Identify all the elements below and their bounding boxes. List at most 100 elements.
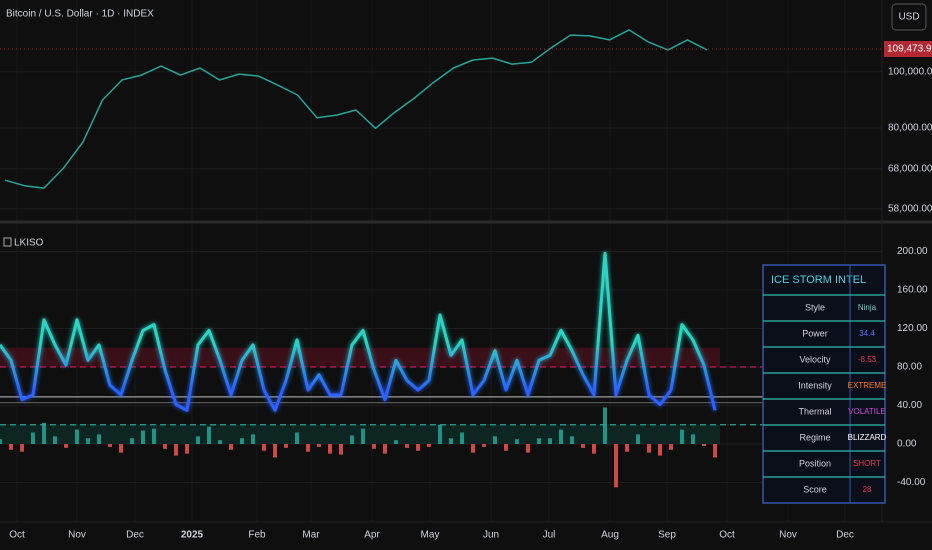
row-label: Thermal — [798, 406, 831, 416]
histogram-bar — [416, 444, 420, 451]
histogram-bar — [295, 432, 299, 445]
histogram-bar — [394, 440, 398, 445]
histogram-bar — [702, 444, 706, 446]
histogram-bar — [75, 429, 79, 445]
table-background — [762, 264, 886, 504]
histogram-bar — [174, 444, 178, 456]
histogram-bar — [526, 444, 530, 453]
y-tick-label: 80,000.00 — [888, 123, 932, 134]
table-header: ICE STORM INTEL — [771, 274, 866, 286]
histogram-bar — [0, 439, 2, 445]
x-tick-label: Nov — [68, 530, 86, 541]
histogram-bar — [9, 444, 13, 450]
histogram-bar — [691, 434, 695, 445]
y-tick-label: -40.00 — [897, 477, 926, 488]
x-tick-label: Dec — [126, 530, 144, 541]
x-tick-label: Oct — [719, 530, 735, 541]
y-tick-label: 160.00 — [897, 285, 928, 296]
histogram-bar — [482, 444, 486, 447]
histogram-bar — [108, 444, 112, 447]
histogram-bar — [119, 444, 123, 453]
histogram-bar — [493, 436, 497, 445]
y-tick-label: 0.00 — [897, 439, 917, 450]
row-label: Score — [803, 484, 827, 494]
histogram-bar — [64, 444, 68, 448]
x-tick-label: Feb — [248, 530, 266, 541]
x-tick-label: Jun — [483, 530, 499, 541]
x-tick-label: 2025 — [181, 530, 204, 541]
histogram-bar — [284, 444, 288, 448]
y-tick-label: 200.00 — [897, 246, 928, 257]
histogram-bar — [262, 444, 266, 451]
histogram-bar — [515, 439, 519, 445]
histogram-bar — [438, 424, 442, 445]
histogram-bar — [427, 444, 431, 447]
histogram-bar — [42, 422, 46, 445]
histogram-bar — [185, 444, 189, 454]
histogram-bar — [372, 444, 376, 449]
histogram-bar — [251, 434, 255, 445]
y-tick-label: 68,000.00 — [888, 164, 932, 175]
row-value: 34.4 — [859, 329, 875, 338]
y-tick-label: 58,000.00 — [888, 204, 932, 215]
histogram-bar — [218, 440, 222, 445]
histogram-bar — [328, 444, 332, 454]
histogram-bar — [669, 444, 673, 450]
histogram-bar — [53, 436, 57, 445]
histogram-bar — [317, 444, 321, 447]
x-tick-label: Nov — [779, 530, 797, 541]
last-price-box — [884, 41, 932, 58]
histogram-bar — [141, 430, 145, 445]
histogram-bar — [680, 429, 684, 445]
histogram-bar — [20, 444, 24, 452]
histogram-bar — [636, 434, 640, 445]
row-label: Style — [805, 302, 825, 312]
x-tick-label: Jul — [543, 530, 556, 541]
histogram-bar — [559, 429, 563, 445]
histogram-bar — [449, 438, 453, 445]
row-label: Power — [802, 328, 828, 338]
x-tick-label: Mar — [302, 530, 320, 541]
row-value: BLIZZARD — [848, 433, 887, 442]
x-tick-label: Oct — [9, 530, 25, 541]
currency-button[interactable] — [891, 3, 927, 31]
x-tick-label: Aug — [601, 530, 619, 541]
x-tick-label: Sep — [658, 530, 676, 541]
row-value: VOLATILE — [848, 407, 886, 416]
histogram-bar — [405, 444, 409, 448]
histogram-bar — [537, 438, 541, 445]
row-label: Intensity — [798, 380, 832, 390]
histogram-bar — [361, 428, 365, 445]
histogram-bar — [196, 436, 200, 445]
row-label: Velocity — [799, 354, 831, 364]
y-tick-label: 40.00 — [897, 400, 922, 411]
histogram-bar — [97, 434, 101, 445]
row-value: SHORT — [853, 459, 881, 468]
x-tick-label: May — [421, 530, 440, 541]
histogram-bar — [229, 444, 233, 450]
histogram-bar — [207, 426, 211, 445]
zone-band — [0, 347, 720, 368]
histogram-bar — [86, 438, 90, 445]
histogram-bar — [592, 444, 596, 454]
histogram-bar — [306, 444, 310, 452]
histogram-bar — [383, 444, 387, 454]
histogram-bar — [460, 432, 464, 445]
chart-title: Bitcoin / U.S. Dollar · 1D · INDEX — [6, 9, 154, 20]
series-line — [0, 251, 717, 412]
histogram-bar — [163, 444, 167, 449]
y-tick-label: 120.00 — [897, 323, 928, 334]
y-tick-label: 80.00 — [897, 362, 922, 373]
histogram-bar — [625, 444, 629, 452]
histogram-bar — [471, 444, 475, 453]
histogram-bar — [130, 438, 134, 445]
row-value: Ninja — [858, 303, 877, 312]
row-value: 28 — [863, 485, 872, 494]
row-value: -8.53 — [858, 355, 877, 364]
currency[interactable]: USD — [898, 12, 919, 23]
row-label: Position — [799, 458, 831, 468]
last-price-label: 109,473.92 — [887, 44, 932, 55]
histogram-bar — [603, 407, 607, 445]
histogram-bar — [614, 444, 618, 488]
